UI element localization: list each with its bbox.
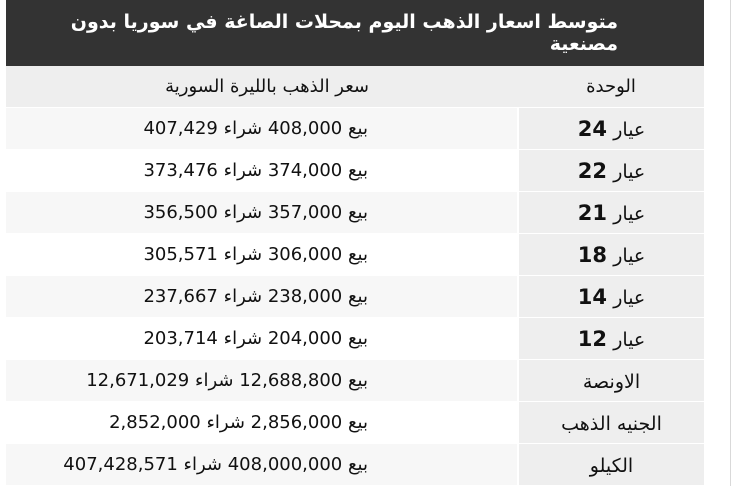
unit-cell: الاونصة [517, 359, 704, 402]
unit-word: عيار [613, 118, 646, 141]
price-cell: بيع 357,000 شراء 356,500 [6, 191, 518, 234]
gold-price-table: متوسط اسعار الذهب اليوم بمحلات الصاغة في… [6, 0, 704, 486]
header-unit: الوحدة [518, 66, 704, 108]
unit-karat: 22 [577, 158, 607, 183]
table-row: الاونصة بيع 12,688,800 شراء 12,671,029 [6, 359, 704, 402]
table-row: عيار 12 بيع 204,000 شراء 203,714 [6, 317, 704, 360]
unit-word: عيار [613, 328, 646, 351]
table-row: الجنيه الذهب بيع 2,856,000 شراء 2,852,00… [6, 401, 704, 444]
unit-word: عيار [613, 286, 646, 309]
price-cell: بيع 306,000 شراء 305,571 [6, 233, 518, 276]
table-row: عيار 21 بيع 357,000 شراء 356,500 [6, 191, 704, 234]
unit-karat: 24 [577, 116, 607, 141]
unit-word: عيار [613, 202, 646, 225]
unit-word: عيار [613, 160, 646, 183]
header-row: الوحدة سعر الذهب بالليرة السورية [6, 66, 704, 108]
price-cell: بيع 12,688,800 شراء 12,671,029 [6, 359, 518, 402]
price-cell: بيع 374,000 شراء 373,476 [6, 149, 518, 192]
unit-karat: 14 [577, 284, 607, 309]
unit-cell: الكيلو [517, 443, 704, 486]
header-price: سعر الذهب بالليرة السورية [6, 66, 518, 108]
table-row: عيار 24 بيع 408,000 شراء 407,429 [6, 107, 704, 150]
table-row: الكيلو بيع 408,000,000 شراء 407,428,571 [6, 443, 704, 486]
price-cell: بيع 408,000 شراء 407,429 [6, 107, 518, 150]
unit-word: الاونصة [582, 370, 641, 393]
table-title: متوسط اسعار الذهب اليوم بمحلات الصاغة في… [6, 0, 704, 66]
table-row: عيار 18 بيع 306,000 شراء 305,571 [6, 233, 704, 276]
unit-word: الجنيه الذهب [561, 412, 662, 435]
price-cell: بيع 2,856,000 شراء 2,852,000 [6, 401, 518, 444]
page-edge-rule [730, 0, 731, 486]
unit-cell: عيار 14 [517, 275, 704, 318]
unit-cell: عيار 18 [517, 233, 704, 276]
table-row: عيار 22 بيع 374,000 شراء 373,476 [6, 149, 704, 192]
unit-cell: عيار 12 [517, 317, 704, 360]
price-cell: بيع 238,000 شراء 237,667 [6, 275, 518, 318]
table-row: عيار 14 بيع 238,000 شراء 237,667 [6, 275, 704, 318]
unit-word: عيار [613, 244, 646, 267]
unit-cell: الجنيه الذهب [517, 401, 704, 444]
unit-karat: 12 [577, 326, 607, 351]
unit-karat: 18 [577, 242, 607, 267]
unit-cell: عيار 24 [517, 107, 704, 150]
price-cell: بيع 204,000 شراء 203,714 [6, 317, 518, 360]
unit-cell: عيار 22 [517, 149, 704, 192]
unit-cell: عيار 21 [517, 191, 704, 234]
price-table: الوحدة سعر الذهب بالليرة السورية عيار 24… [6, 66, 704, 486]
unit-word: الكيلو [589, 454, 634, 477]
price-cell: بيع 408,000,000 شراء 407,428,571 [6, 443, 518, 486]
unit-karat: 21 [577, 200, 607, 225]
